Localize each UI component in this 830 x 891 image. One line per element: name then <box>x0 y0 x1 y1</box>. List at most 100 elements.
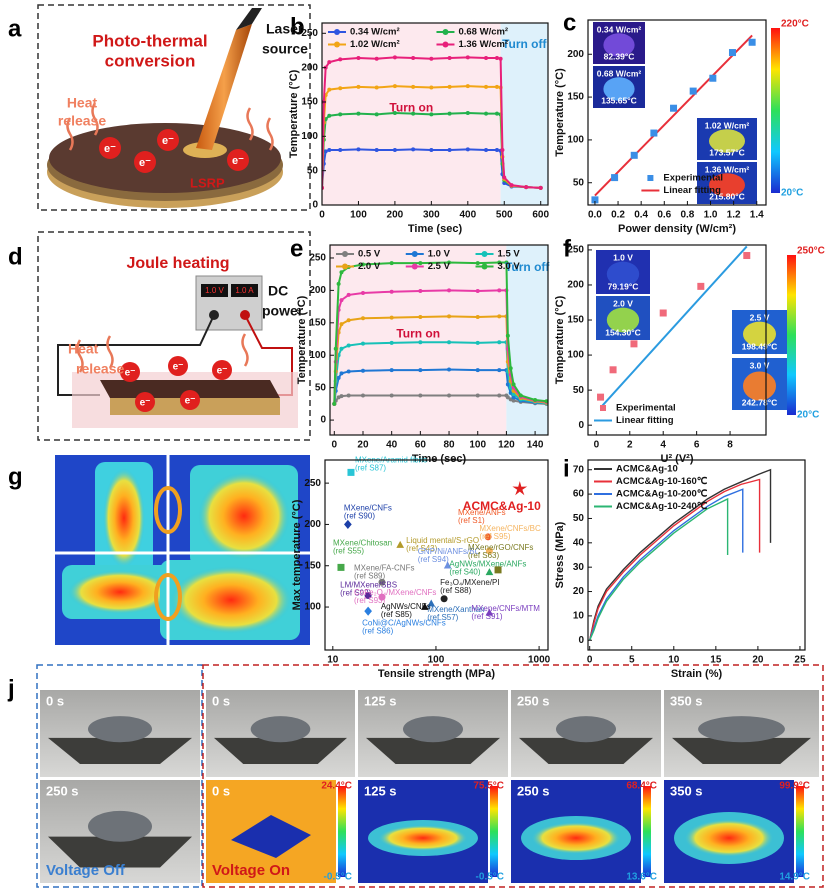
electron-label: e⁻ <box>232 155 244 167</box>
laser-cone <box>196 24 252 150</box>
x-tick-label: 15 <box>710 655 722 666</box>
data-point <box>481 263 488 270</box>
data-point <box>475 368 480 373</box>
point-label: ACMC&Ag-10 <box>463 499 541 513</box>
power-label: power <box>262 303 304 319</box>
data-point <box>485 547 493 555</box>
data-point <box>447 56 452 61</box>
axes-frame <box>321 22 549 206</box>
panel-title: conversion <box>105 51 196 70</box>
colorbar-min: -0.5°C <box>476 872 504 883</box>
x-tick-label: 500 <box>496 210 513 221</box>
electron <box>135 392 155 412</box>
electron-label: e⁻ <box>104 143 116 155</box>
legend-label: ACMC&Ag-10-240℃ <box>616 501 708 512</box>
data-point <box>494 566 502 574</box>
electron <box>180 390 200 410</box>
data-point <box>342 263 348 270</box>
data-point <box>364 606 372 616</box>
x-tick-label: 1000 <box>528 655 551 666</box>
data-point <box>497 368 502 373</box>
colorbar-min: 14.9°C <box>779 872 810 883</box>
panel-d: Joule heating 1.0 V 1.0 A DC power e⁻ e⁻… <box>37 231 311 441</box>
data-point <box>360 316 365 321</box>
data-point <box>389 368 394 373</box>
data-point <box>392 84 397 89</box>
display <box>201 284 228 297</box>
data-point <box>502 175 507 180</box>
y-tick-label: 50 <box>573 177 585 188</box>
axes-frame <box>587 459 806 651</box>
data-point <box>327 60 332 65</box>
data-point <box>389 393 394 398</box>
chart: 1.0 V 79.19°C 2.0 V 154.30°C 2.5 V 198.49°C 3.… <box>554 244 825 465</box>
data-point <box>374 112 379 117</box>
data-point <box>447 367 452 372</box>
series-line <box>599 245 748 409</box>
colorbar-min: 13.6°C <box>626 872 657 883</box>
x-axis-label: Time (sec) <box>408 223 463 235</box>
data-point <box>630 151 638 159</box>
laser-spot <box>183 142 227 158</box>
x-tick-label: 25 <box>794 655 806 666</box>
point-ref: (ref S1) <box>458 516 485 525</box>
data-point <box>333 346 338 351</box>
panel-letter: b <box>290 13 305 40</box>
data-point <box>689 87 697 95</box>
point-ref: (ref S40) <box>449 567 480 576</box>
legend-label: 2.0 V <box>358 261 381 272</box>
data-point <box>475 393 480 398</box>
data-point <box>346 369 351 374</box>
point-label: CoNi@C/AgNWs/CNFs <box>362 618 446 627</box>
x-tick-label: 120 <box>498 440 515 451</box>
data-point <box>346 393 351 398</box>
y-tick-label: 30 <box>573 562 585 573</box>
y-tick-label: 100 <box>304 602 321 613</box>
data-point <box>447 393 452 398</box>
legend-label: 1.0 V <box>428 249 451 260</box>
data-point <box>748 38 756 46</box>
data-point <box>392 55 397 60</box>
x-tick-label: 0 <box>332 440 338 451</box>
y-tick-label: 50 <box>573 513 585 524</box>
data-point <box>670 104 678 112</box>
point-ref: (ref S63) <box>468 551 499 560</box>
point-label: AgNWs/CNFs <box>381 602 431 611</box>
data-point <box>494 56 499 61</box>
colorbar-max: 75.5°C <box>473 781 504 792</box>
data-point <box>339 322 344 327</box>
data-point <box>347 468 355 476</box>
plot-area <box>322 23 548 205</box>
data-point <box>650 129 658 137</box>
data-point <box>659 309 667 317</box>
data-point <box>511 382 516 387</box>
y-tick-label: 200 <box>567 280 584 291</box>
point-label: MXene/CNFs/MTM <box>471 604 540 613</box>
x-tick-label: 0 <box>587 655 593 666</box>
colorbar <box>796 786 804 877</box>
legend-label: ACMC&Ag-10 <box>616 464 678 475</box>
time-label: 350 s <box>670 783 703 798</box>
heat-label: Heat <box>68 341 99 357</box>
inset-temp: 82.39°C <box>604 51 635 61</box>
data-point <box>533 397 538 402</box>
data-point <box>338 57 343 62</box>
data-point <box>485 568 494 576</box>
electron <box>157 129 179 151</box>
legend-label: 1.5 V <box>498 249 521 260</box>
data-point <box>709 74 717 82</box>
x-tick-label: 5 <box>629 655 635 666</box>
inset-hotspot <box>603 33 635 57</box>
data-point <box>475 340 480 345</box>
data-point <box>600 405 606 411</box>
y-tick-label: 50 <box>307 165 319 176</box>
data-point <box>411 251 418 257</box>
inset-hotspot <box>606 307 640 333</box>
colorbar <box>490 786 498 877</box>
crumpled-film <box>556 716 616 743</box>
inset-temp: 79.19°C <box>608 281 639 291</box>
data-point <box>591 196 599 204</box>
data-point <box>429 85 434 90</box>
data-point <box>465 55 470 60</box>
